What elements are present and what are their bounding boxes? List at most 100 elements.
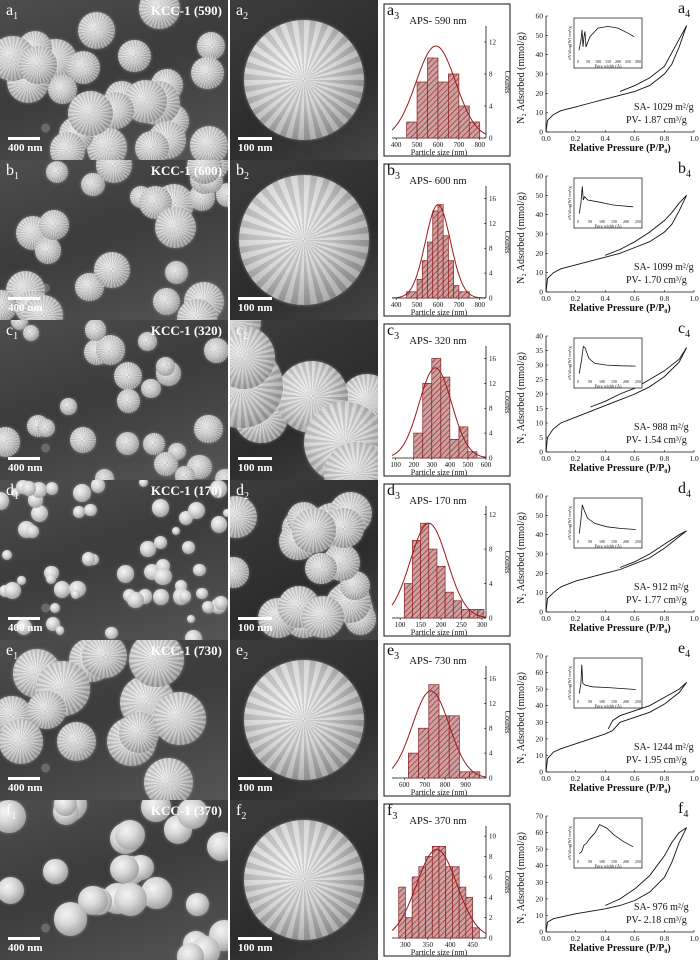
histogram-b: APS- 600 nm 400 500 600 700 800 0 4 8 12 16 Particl… <box>378 160 514 320</box>
x-axis-label: Particle size (nm) <box>411 468 468 477</box>
x-tick-label: 0.6 <box>630 134 640 143</box>
sem-zoom-e: e2 100 nm <box>230 640 378 800</box>
y-tick-label: 16 <box>489 195 497 203</box>
inset-tick-label: 100 <box>599 859 605 864</box>
adsorption-branch <box>545 195 688 293</box>
scale-bar-d: 400 nm <box>8 617 43 634</box>
isotherm-svg: 0.0 0.2 0.4 0.6 0.8 1.0 0 10 20 30 40 50 60 70 Relativ… <box>516 812 699 955</box>
surface-area-label: SA- 912 m²/g <box>634 582 689 593</box>
y-tick-label: 0 <box>539 608 543 617</box>
x-tick-label: 0.8 <box>660 454 670 463</box>
y-tick-label: 0 <box>539 768 543 777</box>
inset-tick-label: 50 <box>588 379 592 384</box>
y-tick-label: 12 <box>489 220 497 228</box>
inset-tick-label: 0 <box>577 699 579 704</box>
x-axis-label: Relative Pressure (P/P₀) <box>569 463 670 474</box>
row-b: b1 KCC-1 (600) 400 nm b2 100 nm APS- 600 nm 40… <box>0 160 700 320</box>
x-tick-label: 0.6 <box>630 454 640 463</box>
histogram-bar <box>469 771 481 779</box>
sample-label-c: KCC-1 (320) <box>150 323 222 338</box>
y-tick-label: 20 <box>536 734 544 743</box>
x-tick-label: 0.0 <box>541 134 551 143</box>
pore-volume-label: PV- 1.95 cm³/g <box>626 755 687 766</box>
y-axis-label: Counts <box>503 551 512 574</box>
x-tick-label: 0.0 <box>541 614 551 623</box>
x-tick-label: 0.0 <box>541 454 551 463</box>
y-tick-label: 4 <box>489 103 493 111</box>
inset-tick-label: 250 <box>635 539 641 544</box>
histogram-bar <box>418 866 426 939</box>
histogram-bar <box>438 846 447 939</box>
x-axis-label: Particle size (nm) <box>411 788 468 797</box>
x-tick-label: 1.0 <box>689 134 699 143</box>
x-tick-label: 900 <box>460 781 471 789</box>
scale-bar-zoom-b: 100 nm <box>238 297 273 314</box>
histogram-bar <box>403 583 413 619</box>
histogram-svg: APS- 370 nm 300 350 400 450 0 2 4 6 8 10 Particle s… <box>383 803 512 957</box>
pore-size-distribution <box>578 186 634 214</box>
x-tick-label: 800 <box>474 141 485 149</box>
inset-tick-label: 150 <box>611 539 617 544</box>
x-tick-label: 150 <box>415 621 426 629</box>
y-tick-label: 12 <box>489 39 497 47</box>
y-tick-label: 40 <box>536 332 544 341</box>
histogram-bar <box>428 548 438 619</box>
y-tick-label: 30 <box>536 70 544 79</box>
panel-tag-e2: e2 <box>236 642 249 663</box>
histogram-bar <box>413 432 424 459</box>
inset-tick-label: 50 <box>588 539 592 544</box>
y-tick-label: 16 <box>489 675 497 683</box>
y-tick-label: 10 <box>536 911 544 920</box>
histogram-bar <box>444 591 454 619</box>
histogram-bar <box>442 235 449 299</box>
y-axis-label: N₂ Adsorbed (mmol/g) <box>516 32 527 124</box>
inset-x-label: Pore width (Å) <box>595 64 622 69</box>
histogram-bar <box>445 866 453 939</box>
inset-tick-label: 200 <box>615 59 621 64</box>
histogram-svg: APS- 590 nm 400 500 600 700 800 0 4 8 12 Particle … <box>383 3 512 157</box>
inset-frame <box>573 817 643 869</box>
panel-tag-c1: c1 <box>6 322 19 343</box>
aps-label: APS- 730 nm <box>409 656 466 667</box>
inset-tick-label: 250 <box>635 859 641 864</box>
histogram-bar <box>405 917 413 939</box>
inset-tick-label: 150 <box>611 219 617 224</box>
inset-tick-label: 200 <box>623 859 629 864</box>
sample-label-b: KCC-1 (600) <box>150 163 222 178</box>
histogram-bar <box>452 600 462 619</box>
y-tick-label: 20 <box>536 249 544 258</box>
x-tick-label: 0.8 <box>660 774 670 783</box>
pore-size-distribution <box>578 504 636 534</box>
inset-tick-label: 50 <box>588 219 592 224</box>
x-tick-label: 0.0 <box>541 934 551 943</box>
isotherm-f: 0.0 0.2 0.4 0.6 0.8 1.0 0 10 20 30 40 50 60 70 Relativ… <box>514 800 700 960</box>
isotherm-a: 0.0 0.2 0.4 0.6 0.8 1.0 0 10 20 30 40 50 60 Relative … <box>514 0 700 160</box>
histogram-bar <box>422 382 433 459</box>
y-tick-label: 8 <box>489 71 493 79</box>
panel-tag-b2: b2 <box>236 162 249 183</box>
histogram-bar <box>437 204 444 299</box>
pore-volume-label: PV- 1.70 cm³/g <box>626 275 687 286</box>
x-tick-label: 0.0 <box>541 774 551 783</box>
x-tick-label: 0.8 <box>660 614 670 623</box>
adsorption-branch <box>545 530 687 613</box>
histogram-frame <box>383 323 511 477</box>
y-tick-label: 20 <box>536 569 544 578</box>
scale-label: 100 nm <box>238 782 273 794</box>
x-tick-label: 300 <box>400 941 411 949</box>
x-tick-label: 250 <box>456 621 467 629</box>
x-tick-label: 700 <box>419 781 430 789</box>
x-tick-label: 0.6 <box>630 294 640 303</box>
x-tick-label: 0.8 <box>660 134 670 143</box>
y-tick-label: 50 <box>536 511 544 520</box>
scale-label: 100 nm <box>238 942 273 954</box>
panel-tag-e4: e4 <box>678 640 691 661</box>
sem-overview-c: c1 KCC-1 (320) 400 nm <box>0 320 229 480</box>
scale-bar-zoom-c: 100 nm <box>238 457 273 474</box>
x-tick-label: 1.0 <box>689 454 699 463</box>
x-tick-label: 350 <box>423 941 434 949</box>
pore-volume-label: PV- 1.54 cm³/g <box>626 435 687 446</box>
panel-tag-b4: b4 <box>678 160 691 181</box>
